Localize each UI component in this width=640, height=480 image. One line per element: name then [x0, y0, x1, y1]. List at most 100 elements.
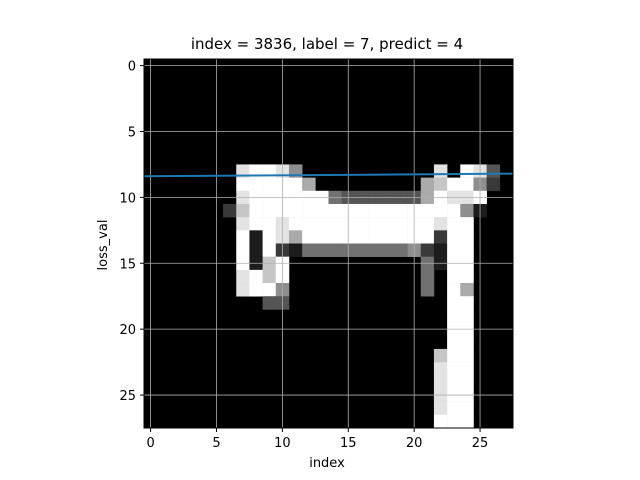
image-pixel: [433, 401, 448, 416]
image-pixel: [460, 401, 474, 416]
image-pixel: [262, 269, 277, 284]
image-pixel: [447, 243, 461, 257]
image-pixel: [460, 230, 474, 244]
image-pixel: [433, 230, 448, 244]
image-pixel: [302, 230, 316, 244]
image-pixel: [447, 414, 461, 429]
image-pixel: [433, 243, 448, 257]
y-tick-label: 25: [119, 389, 136, 404]
x-tick-label: 10: [274, 436, 291, 451]
image-pixel: [288, 217, 303, 231]
image-pixel: [381, 203, 395, 218]
x-axis-ticks: 0 5 10 15 20 25: [146, 428, 488, 451]
axes-frame: [143, 58, 514, 429]
image-pixel: [447, 177, 461, 192]
x-tick-label: 15: [340, 436, 357, 451]
image-pixel: [368, 217, 382, 231]
image-pixel: [447, 203, 461, 218]
image-pixel: [236, 243, 250, 257]
image-pixel: [249, 177, 263, 192]
image-pixel: [460, 375, 474, 389]
image-pixel: [302, 177, 316, 192]
y-tick-label: 15: [119, 257, 136, 272]
image-pixel: [249, 243, 263, 257]
image-pixel: [447, 375, 461, 389]
image-pixel: [354, 243, 369, 257]
image-pixel: [433, 375, 448, 389]
image-pixel: [460, 362, 474, 376]
image-pixel: [460, 217, 474, 231]
image-pixel: [262, 243, 277, 257]
image-pixel: [262, 217, 277, 231]
image-pixel: [460, 335, 474, 350]
image-pixel: [236, 217, 250, 231]
image-pixel: [381, 217, 395, 231]
image-pixel: [420, 203, 435, 218]
image-pixel: [420, 230, 435, 244]
image-pixel: [420, 177, 435, 192]
image-pixel: [420, 217, 435, 231]
image-pixel: [262, 296, 277, 310]
image-pixel: [433, 414, 448, 429]
y-tick-label: 5: [128, 125, 136, 140]
image-pixel: [447, 217, 461, 231]
image-pixel: [236, 177, 250, 192]
image-pixel: [460, 177, 474, 192]
image-pixel: [447, 296, 461, 310]
image-pixel: [460, 309, 474, 323]
image-pixel: [328, 243, 342, 257]
image-pixel: [447, 362, 461, 376]
image-pixel: [447, 348, 461, 363]
image-pixel: [249, 269, 263, 284]
image-pixel: [433, 348, 448, 363]
series-layer: [143, 172, 514, 178]
image-pixel: [288, 243, 303, 257]
image-pixel: [354, 203, 369, 218]
image-pixel: [381, 243, 395, 257]
image-pixel: [447, 283, 461, 297]
image-pixel: [236, 269, 250, 284]
image-pixel: [368, 243, 382, 257]
x-tick-label: 0: [146, 436, 154, 451]
image-pixel: [368, 230, 382, 244]
image-pixel: [447, 269, 461, 284]
image-pixel: [394, 230, 408, 244]
image-pixel: [420, 283, 435, 297]
image-pixel: [262, 203, 277, 218]
image-pixel: [354, 217, 369, 231]
image-pixel: [288, 203, 303, 218]
x-axis-label: index: [309, 456, 345, 471]
image-pixel: [354, 230, 369, 244]
image-pixel: [381, 230, 395, 244]
image-pixel: [394, 217, 408, 231]
image-pixel: [328, 230, 342, 244]
image-pixel: [420, 269, 435, 284]
series-line: [143, 172, 514, 178]
image-pixel: [460, 283, 474, 297]
x-tick-label: 25: [472, 436, 489, 451]
image-pixel: [460, 414, 474, 429]
image-pixel: [433, 362, 448, 376]
image-pixel: [447, 309, 461, 323]
image-pixel: [262, 230, 277, 244]
image-pixel: [315, 243, 329, 257]
image-pixel: [460, 296, 474, 310]
image-pixel: [447, 230, 461, 244]
image-pixel: [433, 203, 448, 218]
image-pixel: [262, 177, 277, 192]
image-pixel: [249, 230, 263, 244]
y-axis-ticks: 0 5 10 15 20 25: [119, 60, 144, 404]
image-pixel: [249, 217, 263, 231]
x-tick-label: 5: [212, 436, 220, 451]
image-pixel: [328, 203, 342, 218]
grid-lines: [144, 59, 513, 428]
image-pixel: [460, 269, 474, 284]
image-pixel: [288, 230, 303, 244]
image-pixel: [486, 164, 501, 178]
image-pixel: [236, 164, 250, 178]
y-tick-label: 10: [119, 191, 136, 206]
y-tick-label: 20: [119, 323, 136, 338]
image-pixel: [460, 348, 474, 363]
image-pixel: [249, 203, 263, 218]
